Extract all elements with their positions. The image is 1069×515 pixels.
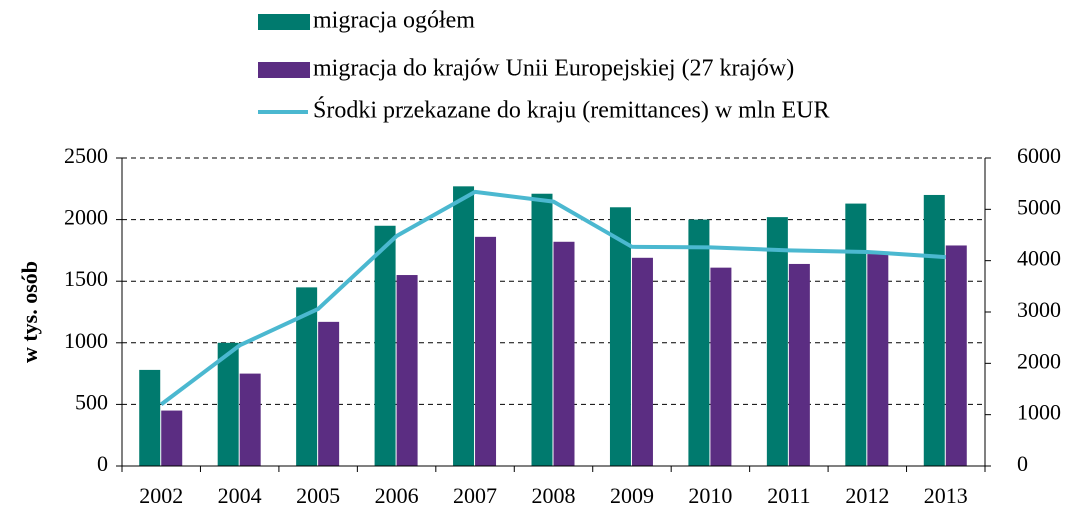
y-axis-label: w tys. osób xyxy=(17,261,42,363)
bar xyxy=(631,257,653,466)
bar xyxy=(531,193,553,466)
bar xyxy=(217,342,239,466)
x-tick-label: 2009 xyxy=(610,483,654,508)
bar xyxy=(688,219,710,466)
y-tick-label: 500 xyxy=(75,389,108,414)
y2-tick-label: 0 xyxy=(1017,451,1028,476)
y-tick-label: 0 xyxy=(97,451,108,476)
x-tick-label: 2011 xyxy=(767,483,810,508)
y2-tick-label: 2000 xyxy=(1017,348,1061,373)
y2-tick-label: 4000 xyxy=(1017,246,1061,271)
x-tick-label: 2010 xyxy=(688,483,732,508)
legend-label: migracja do krajów Unii Europejskiej (27… xyxy=(313,56,794,82)
bar xyxy=(396,275,418,466)
y2-tick-label: 6000 xyxy=(1017,143,1061,168)
bar xyxy=(788,263,810,466)
line xyxy=(160,189,946,406)
bar xyxy=(296,287,318,466)
bar xyxy=(239,373,261,466)
bar xyxy=(374,225,396,466)
y-tick-label: 1000 xyxy=(64,328,108,353)
x-tick-label: 2006 xyxy=(375,483,419,508)
x-tick-label: 2008 xyxy=(532,483,576,508)
y-tick-label: 2500 xyxy=(64,143,108,168)
bar xyxy=(318,321,340,466)
x-tick-label: 2012 xyxy=(845,483,889,508)
bar xyxy=(609,207,631,466)
legend-swatch xyxy=(258,14,310,30)
x-tick-label: 2002 xyxy=(139,483,183,508)
bar xyxy=(475,236,497,466)
legend-label: migracja ogółem xyxy=(313,8,475,34)
bar xyxy=(945,245,967,466)
bar xyxy=(867,254,889,466)
y2-tick-label: 5000 xyxy=(1017,194,1061,219)
y-tick-label: 2000 xyxy=(64,205,108,230)
bar xyxy=(923,194,945,466)
bar xyxy=(453,186,475,466)
bar xyxy=(553,241,575,466)
x-tick-label: 2007 xyxy=(453,483,497,508)
bar xyxy=(139,369,161,466)
y2-tick-label: 1000 xyxy=(1017,400,1061,425)
bar xyxy=(710,267,732,466)
bar xyxy=(161,410,183,466)
x-tick-label: 2013 xyxy=(924,483,968,508)
x-tick-label: 2004 xyxy=(218,483,262,508)
x-tick-label: 2005 xyxy=(296,483,340,508)
y-tick-label: 1500 xyxy=(64,266,108,291)
bar xyxy=(766,217,788,466)
legend-label: Środki przekazane do kraju (remittances)… xyxy=(313,97,830,124)
y2-tick-label: 3000 xyxy=(1017,297,1061,322)
bar xyxy=(845,203,867,467)
legend-swatch xyxy=(258,62,310,78)
